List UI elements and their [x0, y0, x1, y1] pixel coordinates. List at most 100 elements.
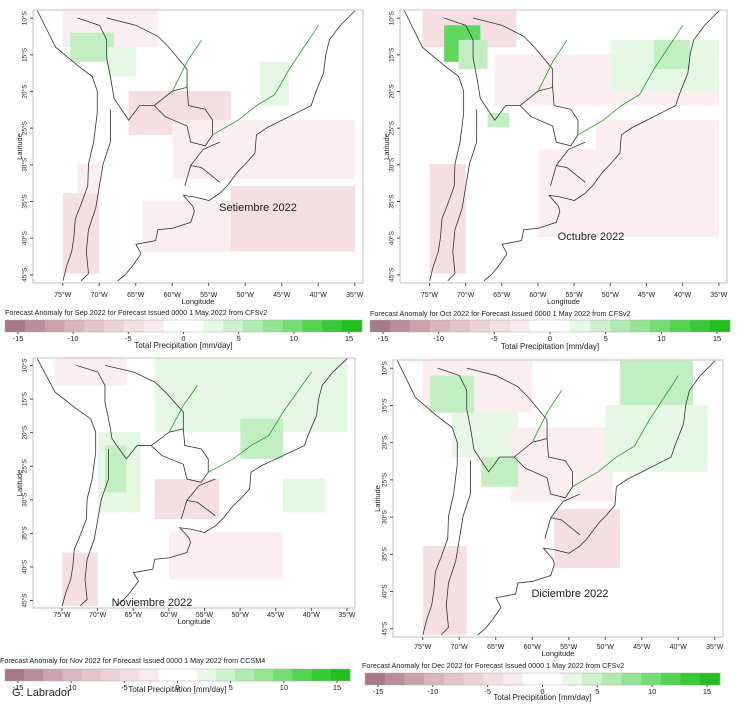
- colorbar-swatch: [710, 320, 731, 332]
- lat-tick-label: 25°S: [388, 120, 396, 135]
- colorbar-swatch: [24, 320, 45, 332]
- colorbar-tick-label: -10: [66, 683, 77, 692]
- lat-tick-label: 45°S: [21, 267, 29, 282]
- colorbar-swatch: [64, 320, 85, 332]
- colorbar-swatch: [601, 673, 622, 685]
- panel-caption: Forecast Anomaly for Oct 2022 for Foreca…: [370, 309, 630, 318]
- lon-tick-label: 40°W: [674, 291, 692, 299]
- anomaly-patch: [653, 39, 691, 70]
- colorbar-tick-label: 10: [280, 683, 288, 692]
- x-axis-label: Longitude: [182, 297, 215, 306]
- colorbar-tick-label: 15: [713, 334, 721, 343]
- colorbar-tick-label: 15: [345, 334, 353, 343]
- colorbar-swatch: [660, 673, 681, 685]
- colorbar-tick-label: 5: [604, 334, 608, 343]
- lon-tick-label: 45°W: [267, 611, 285, 619]
- lat-tick-label: 40°S: [388, 230, 396, 245]
- colorbar-swatch: [262, 320, 283, 332]
- colorbar-label: Total Precipitation [mm/day]: [134, 341, 232, 350]
- lat-tick-label: 10°S: [388, 10, 396, 25]
- colorbar-swatch: [450, 320, 471, 332]
- lat-tick-label: 35°S: [381, 547, 389, 562]
- colorbar-swatch: [503, 673, 524, 685]
- anomaly-patch: [429, 164, 466, 274]
- map-panel: 75°W 70°W 65°W 60°W 55°W 50°W 45°W 40°W 35°W Long…: [362, 359, 724, 702]
- lat-tick-label: 25°S: [381, 472, 389, 487]
- colorbar-swatch: [470, 320, 491, 332]
- anomaly-patch: [620, 360, 694, 406]
- lon-tick-label: 75°W: [414, 643, 432, 651]
- colorbar-swatch: [163, 320, 184, 332]
- lat-tick-label: 35°S: [21, 194, 29, 209]
- lon-tick-label: 40°W: [310, 291, 328, 299]
- colorbar-swatch: [43, 669, 63, 681]
- colorbar-swatch: [302, 320, 323, 332]
- colorbar-swatch: [143, 320, 164, 332]
- colorbar-swatch: [550, 320, 571, 332]
- colorbar-swatch: [342, 320, 363, 332]
- lat-tick-label: 10°S: [21, 358, 29, 373]
- lon-tick-label: 70°W: [451, 643, 469, 651]
- lat-tick-label: 30°S: [21, 492, 29, 507]
- colorbar-swatch: [510, 320, 531, 332]
- lat-tick-label: 30°S: [381, 509, 389, 524]
- credit: G. Labrador: [12, 687, 71, 699]
- lat-tick-label: 40°S: [381, 584, 389, 599]
- lat-tick-label: 25°S: [21, 458, 29, 473]
- lon-tick-label: 70°W: [457, 291, 475, 299]
- colorbar-tick-label: 0: [540, 687, 544, 696]
- colorbar-swatch: [384, 673, 405, 685]
- colorbar-swatch: [390, 320, 411, 332]
- y-axis-label: Latitude: [373, 485, 382, 512]
- colorbar-swatch: [203, 320, 224, 332]
- anomaly-patch: [422, 545, 467, 635]
- map-area: [397, 361, 715, 635]
- lat-tick-label: 10°S: [381, 361, 389, 376]
- colorbar-swatch: [410, 320, 431, 332]
- lon-tick-label: 40°W: [303, 611, 321, 619]
- colorbar-swatch: [273, 669, 293, 681]
- colorbar-swatch: [650, 320, 671, 332]
- lat-tick-label: 20°S: [21, 425, 29, 440]
- colorbar-swatch: [621, 673, 642, 685]
- colorbar-tick-label: -5: [484, 687, 491, 696]
- lon-tick-label: 60°W: [164, 291, 182, 299]
- colorbar-swatch: [430, 320, 451, 332]
- colorbar-tick-label: -15: [13, 334, 24, 343]
- x-axis-label: Longitude: [547, 297, 580, 306]
- lon-tick-label: 35°W: [346, 291, 364, 299]
- anomaly-patch: [62, 552, 98, 606]
- anomaly-patch: [510, 427, 613, 502]
- panel-label: Octubre 2022: [558, 231, 625, 243]
- colorbar-tick-label: -15: [13, 683, 24, 692]
- anomaly-patch: [596, 120, 720, 165]
- colorbar-tick-label: 0: [175, 683, 179, 692]
- map-panel: 75°W 70°W 65°W 60°W 55°W 50°W 45°W 40°W 35°W Long…: [4, 9, 364, 350]
- colorbar-label: Total Precipitation [mm/day]: [501, 342, 599, 351]
- lon-tick-label: 35°W: [710, 291, 728, 299]
- anomaly-patch: [487, 112, 510, 128]
- lat-tick-label: 35°S: [388, 194, 396, 209]
- colorbar-swatch: [104, 320, 125, 332]
- colorbar-tick-label: -15: [373, 687, 384, 696]
- lon-tick-label: 40°W: [670, 643, 688, 651]
- map-panel: 75°W 70°W 65°W 60°W 55°W 50°W 45°W 40°W 35°W Long…: [0, 357, 356, 694]
- lat-tick-label: 15°S: [21, 391, 29, 406]
- anomaly-patch: [106, 47, 136, 77]
- map-area: [37, 11, 355, 281]
- lat-tick-label: 20°S: [381, 435, 389, 450]
- colorbar-tick-label: 5: [229, 683, 233, 692]
- colorbar-swatch: [562, 673, 583, 685]
- lat-tick-label: 40°S: [21, 230, 29, 245]
- y-axis-label: Latitude: [15, 470, 24, 497]
- colorbar-swatch: [490, 320, 511, 332]
- x-axis-label: Longitude: [542, 649, 575, 658]
- colorbar-tick-label: -5: [121, 683, 128, 692]
- lat-tick-label: 45°S: [388, 267, 396, 282]
- colorbar-swatch: [177, 669, 197, 681]
- colorbar-swatch: [311, 669, 332, 681]
- lon-tick-label: 65°W: [125, 611, 143, 619]
- colorbar-swatch: [24, 669, 44, 681]
- lat-tick-label: 30°S: [388, 157, 396, 172]
